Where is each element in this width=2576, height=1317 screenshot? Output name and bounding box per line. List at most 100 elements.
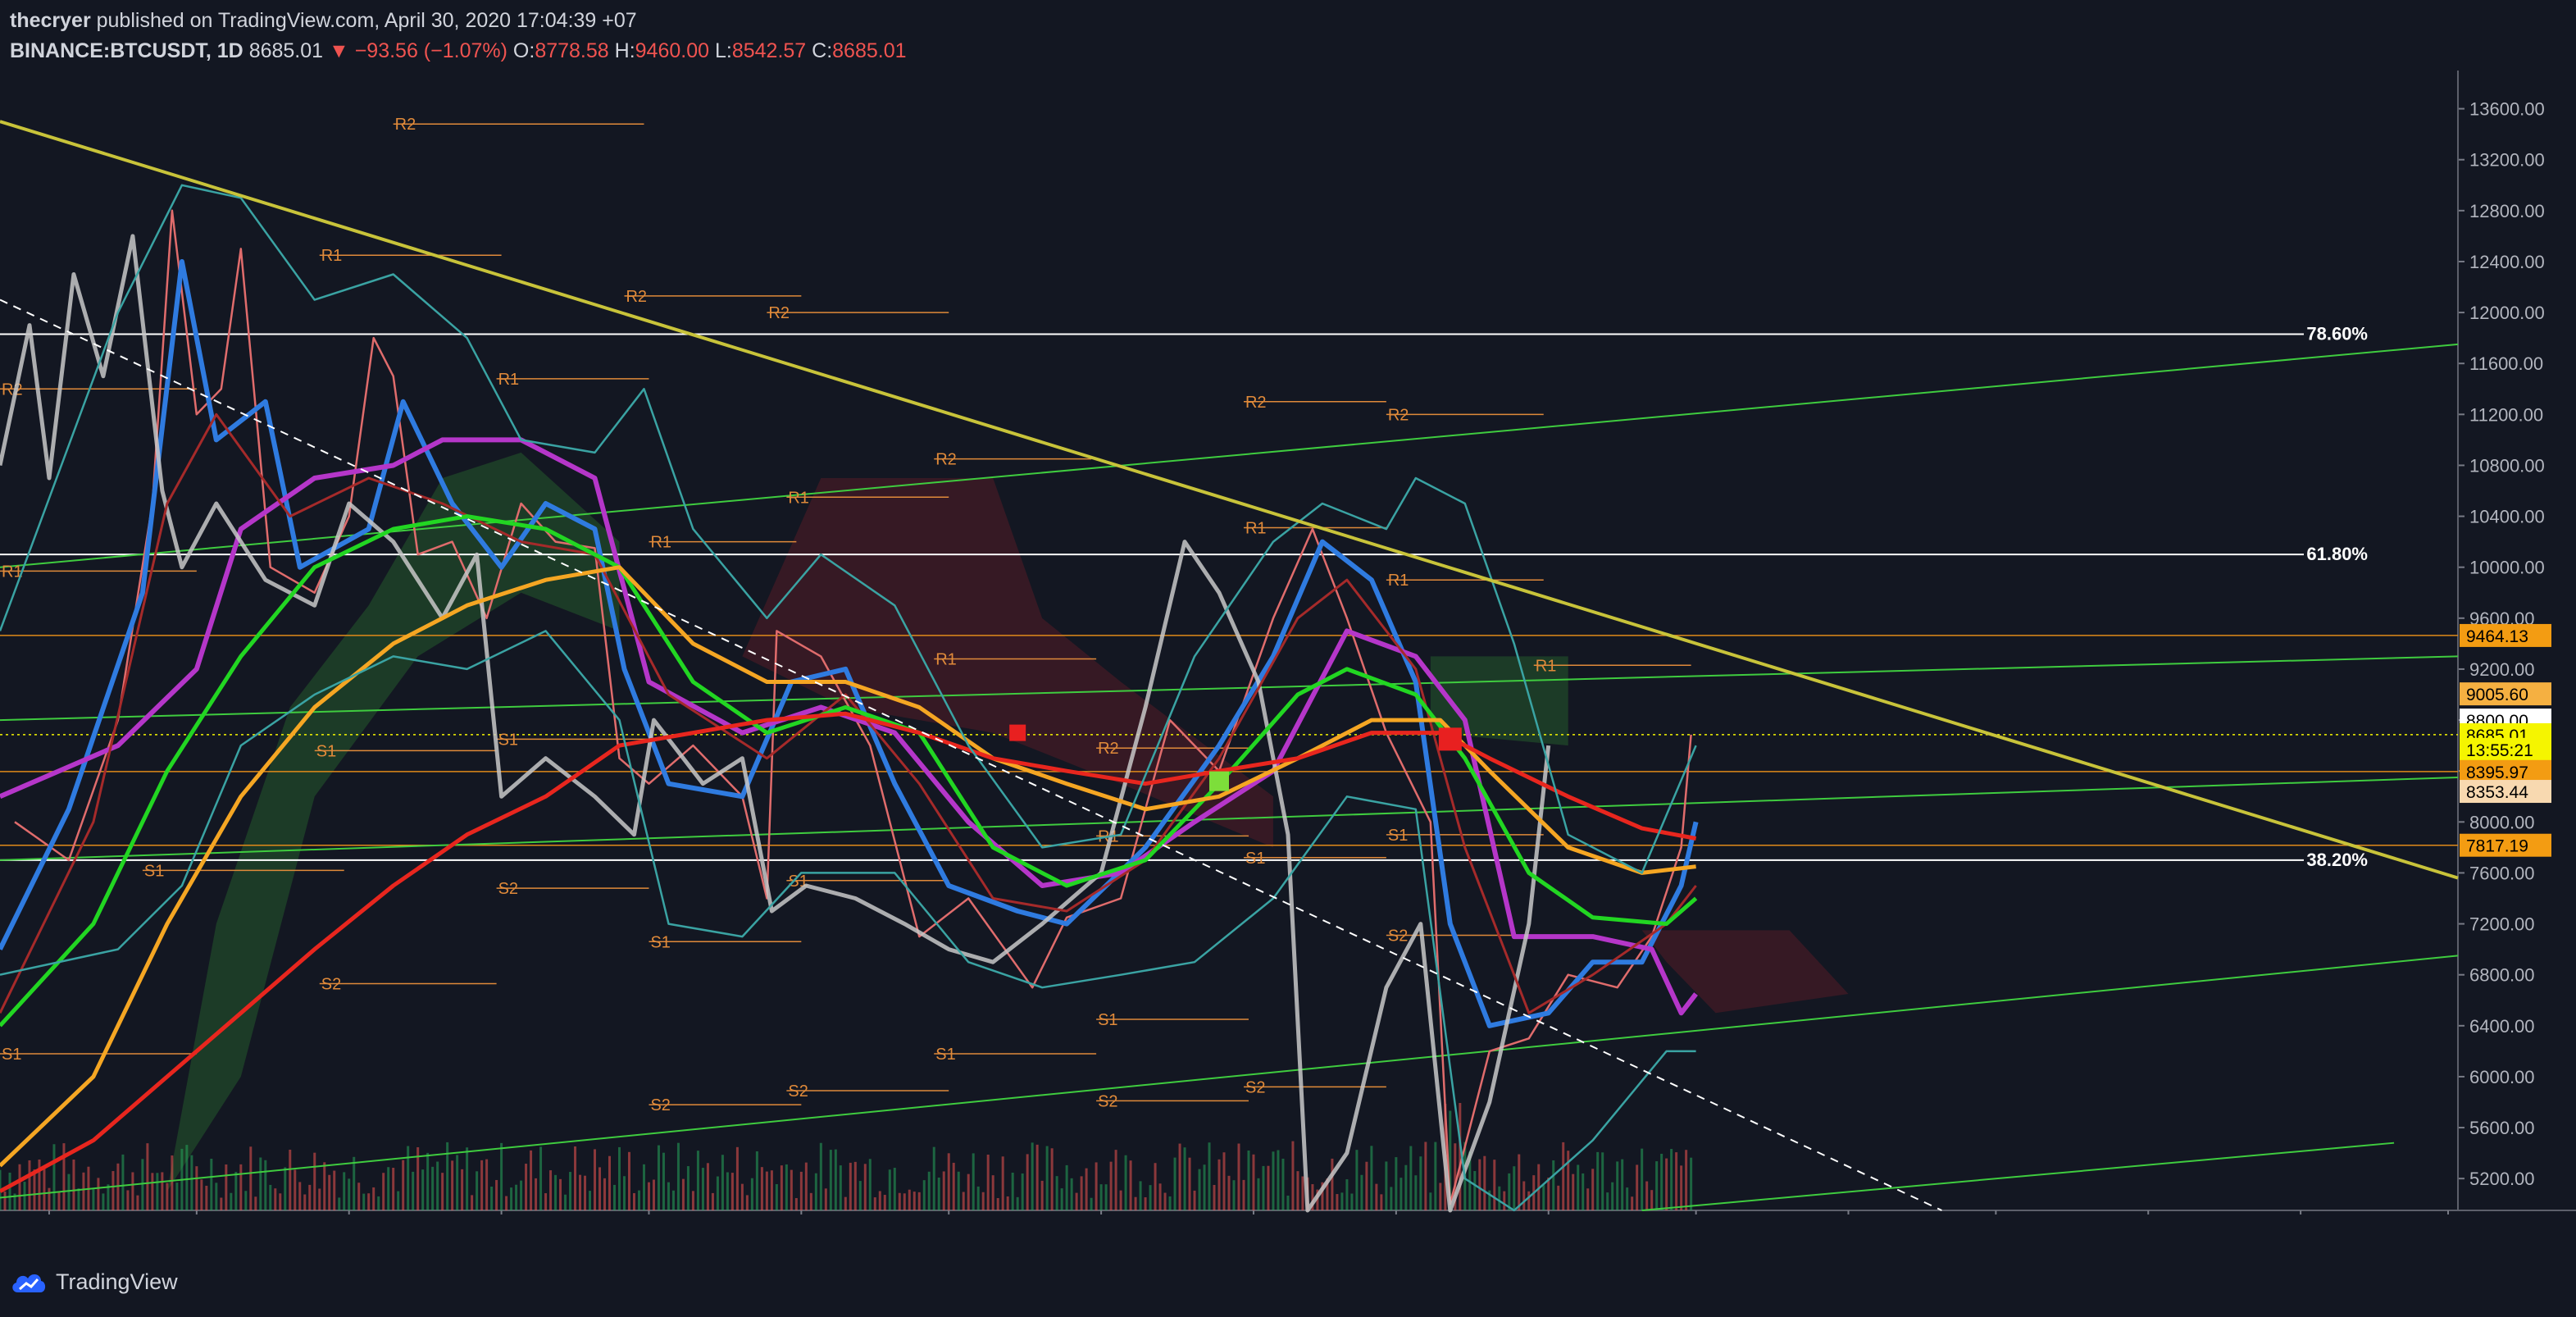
volume-bar <box>1050 1148 1054 1210</box>
volume-bar <box>446 1142 449 1210</box>
ichimoku-cloud-red-future <box>1641 930 1849 1014</box>
publish-info: thecryer published on TradingView.com, A… <box>10 5 1568 36</box>
symbol-name[interactable]: BINANCE:BTCUSDT, 1D <box>10 39 243 62</box>
volume-bar <box>1424 1142 1427 1210</box>
volume-bar <box>1095 1162 1098 1210</box>
volume-bar <box>318 1188 321 1210</box>
volume-bar <box>952 1162 955 1210</box>
volume-bar <box>1454 1143 1457 1210</box>
volume-bar <box>1567 1151 1570 1210</box>
volume-bar <box>1208 1142 1211 1210</box>
price-badge <box>2460 833 2551 857</box>
volume-bar <box>525 1164 528 1210</box>
publisher-name[interactable]: thecryer <box>10 9 91 32</box>
volume-bar <box>1375 1183 1378 1210</box>
volume-bar <box>279 1193 282 1210</box>
volume-bar <box>530 1150 533 1210</box>
volume-bar <box>1031 1142 1034 1210</box>
volume-bar <box>652 1179 655 1210</box>
volume-bar <box>175 1183 179 1210</box>
chart-area[interactable]: 5200.00 5600.00 6000.00 6400.00 6800.00 7200.… <box>0 71 2576 1214</box>
volume-bar <box>1636 1164 1639 1210</box>
volume-bar <box>1257 1178 1260 1210</box>
y-tick-label: 9200.00 <box>2469 659 2535 680</box>
tradingview-logo[interactable]: TradingView <box>10 1268 178 1296</box>
volume-bar <box>1198 1169 1201 1210</box>
volume-bar <box>927 1171 931 1210</box>
volume-bar <box>1641 1148 1644 1210</box>
volume-bar <box>1144 1197 1147 1210</box>
volume-bar <box>1281 1158 1285 1210</box>
chart-header: thecryer published on TradingView.com, A… <box>10 5 1568 66</box>
volume-bar <box>362 1193 366 1210</box>
volume-bar <box>166 1183 169 1210</box>
pivot-label: R1 <box>2 563 23 581</box>
volume-bar <box>1075 1192 1078 1210</box>
volume-bar <box>397 1191 400 1210</box>
volume-bar <box>898 1192 901 1210</box>
volume-bar <box>1518 1154 1521 1210</box>
volume-bar <box>126 1190 130 1210</box>
volume-bar <box>721 1155 724 1210</box>
y-tick-label: 11600.00 <box>2469 353 2543 374</box>
volume-bar <box>510 1187 513 1210</box>
volume-bar <box>686 1166 690 1210</box>
volume-bar <box>466 1147 469 1210</box>
pivot-label: S1 <box>1245 850 1265 868</box>
volume-bar <box>1163 1192 1167 1210</box>
pivot-label: R2 <box>935 451 957 469</box>
volume-bar <box>1291 1141 1295 1210</box>
volume-bar <box>1099 1184 1103 1210</box>
volume-bar <box>451 1160 454 1210</box>
volume-bar <box>357 1183 361 1210</box>
volume-bar <box>564 1194 567 1210</box>
price-badge-label: 8395.97 <box>2466 763 2528 782</box>
volume-bar <box>1188 1157 1191 1210</box>
volume-bar <box>1665 1158 1668 1210</box>
volume-bar <box>495 1179 498 1210</box>
volume-bar <box>298 1182 302 1210</box>
volume-bar <box>38 1159 41 1210</box>
volume-bar <box>681 1178 685 1210</box>
volume-bar <box>1577 1164 1580 1210</box>
price-chart[interactable]: 5200.00 5600.00 6000.00 6400.00 6800.00 7200.… <box>0 71 2576 1214</box>
volume-bar <box>1380 1194 1383 1210</box>
channel-line <box>0 955 2459 1199</box>
y-tick-label: 7200.00 <box>2469 914 2535 935</box>
volume-bar <box>131 1172 134 1210</box>
volume-bar <box>1429 1192 1432 1210</box>
volume-bar <box>1267 1165 1270 1210</box>
volume-bar <box>67 1173 71 1210</box>
volume-bar <box>1262 1165 1265 1210</box>
pivot-label: R2 <box>1245 394 1267 412</box>
price-badge-label: 8353.44 <box>2466 783 2528 802</box>
volume-bar <box>671 1190 675 1210</box>
volume-bar <box>308 1184 312 1210</box>
volume-bar <box>1316 1189 1319 1210</box>
volume-bar <box>962 1192 965 1210</box>
pivot-label: S1 <box>2 1046 21 1064</box>
volume-bar <box>303 1194 307 1210</box>
volume-bar <box>544 1193 548 1210</box>
pivot-label: S2 <box>321 976 341 994</box>
channel-line <box>1641 1142 2395 1211</box>
volume-bar <box>1390 1187 1393 1210</box>
volume-bar <box>461 1169 464 1210</box>
volume-bar <box>701 1168 704 1210</box>
volume-bar <box>760 1167 763 1210</box>
volume-bar <box>1272 1151 1275 1210</box>
volume-bar <box>853 1161 857 1210</box>
fib-level-label: 61.80% <box>2306 544 2368 564</box>
volume-bar <box>1616 1161 1619 1210</box>
volume-bar <box>627 1151 630 1210</box>
volume-bar <box>1247 1150 1250 1210</box>
volume-bar <box>205 1185 208 1210</box>
volume-bar <box>1439 1183 1442 1210</box>
volume-bar <box>1562 1142 1565 1210</box>
footer: TradingView <box>0 1251 2576 1317</box>
volume-bar <box>1311 1184 1314 1210</box>
volume-bar <box>834 1149 837 1210</box>
volume-bar <box>1301 1176 1304 1210</box>
volume-bar <box>632 1192 635 1210</box>
low-value: 8542.57 <box>731 39 807 62</box>
